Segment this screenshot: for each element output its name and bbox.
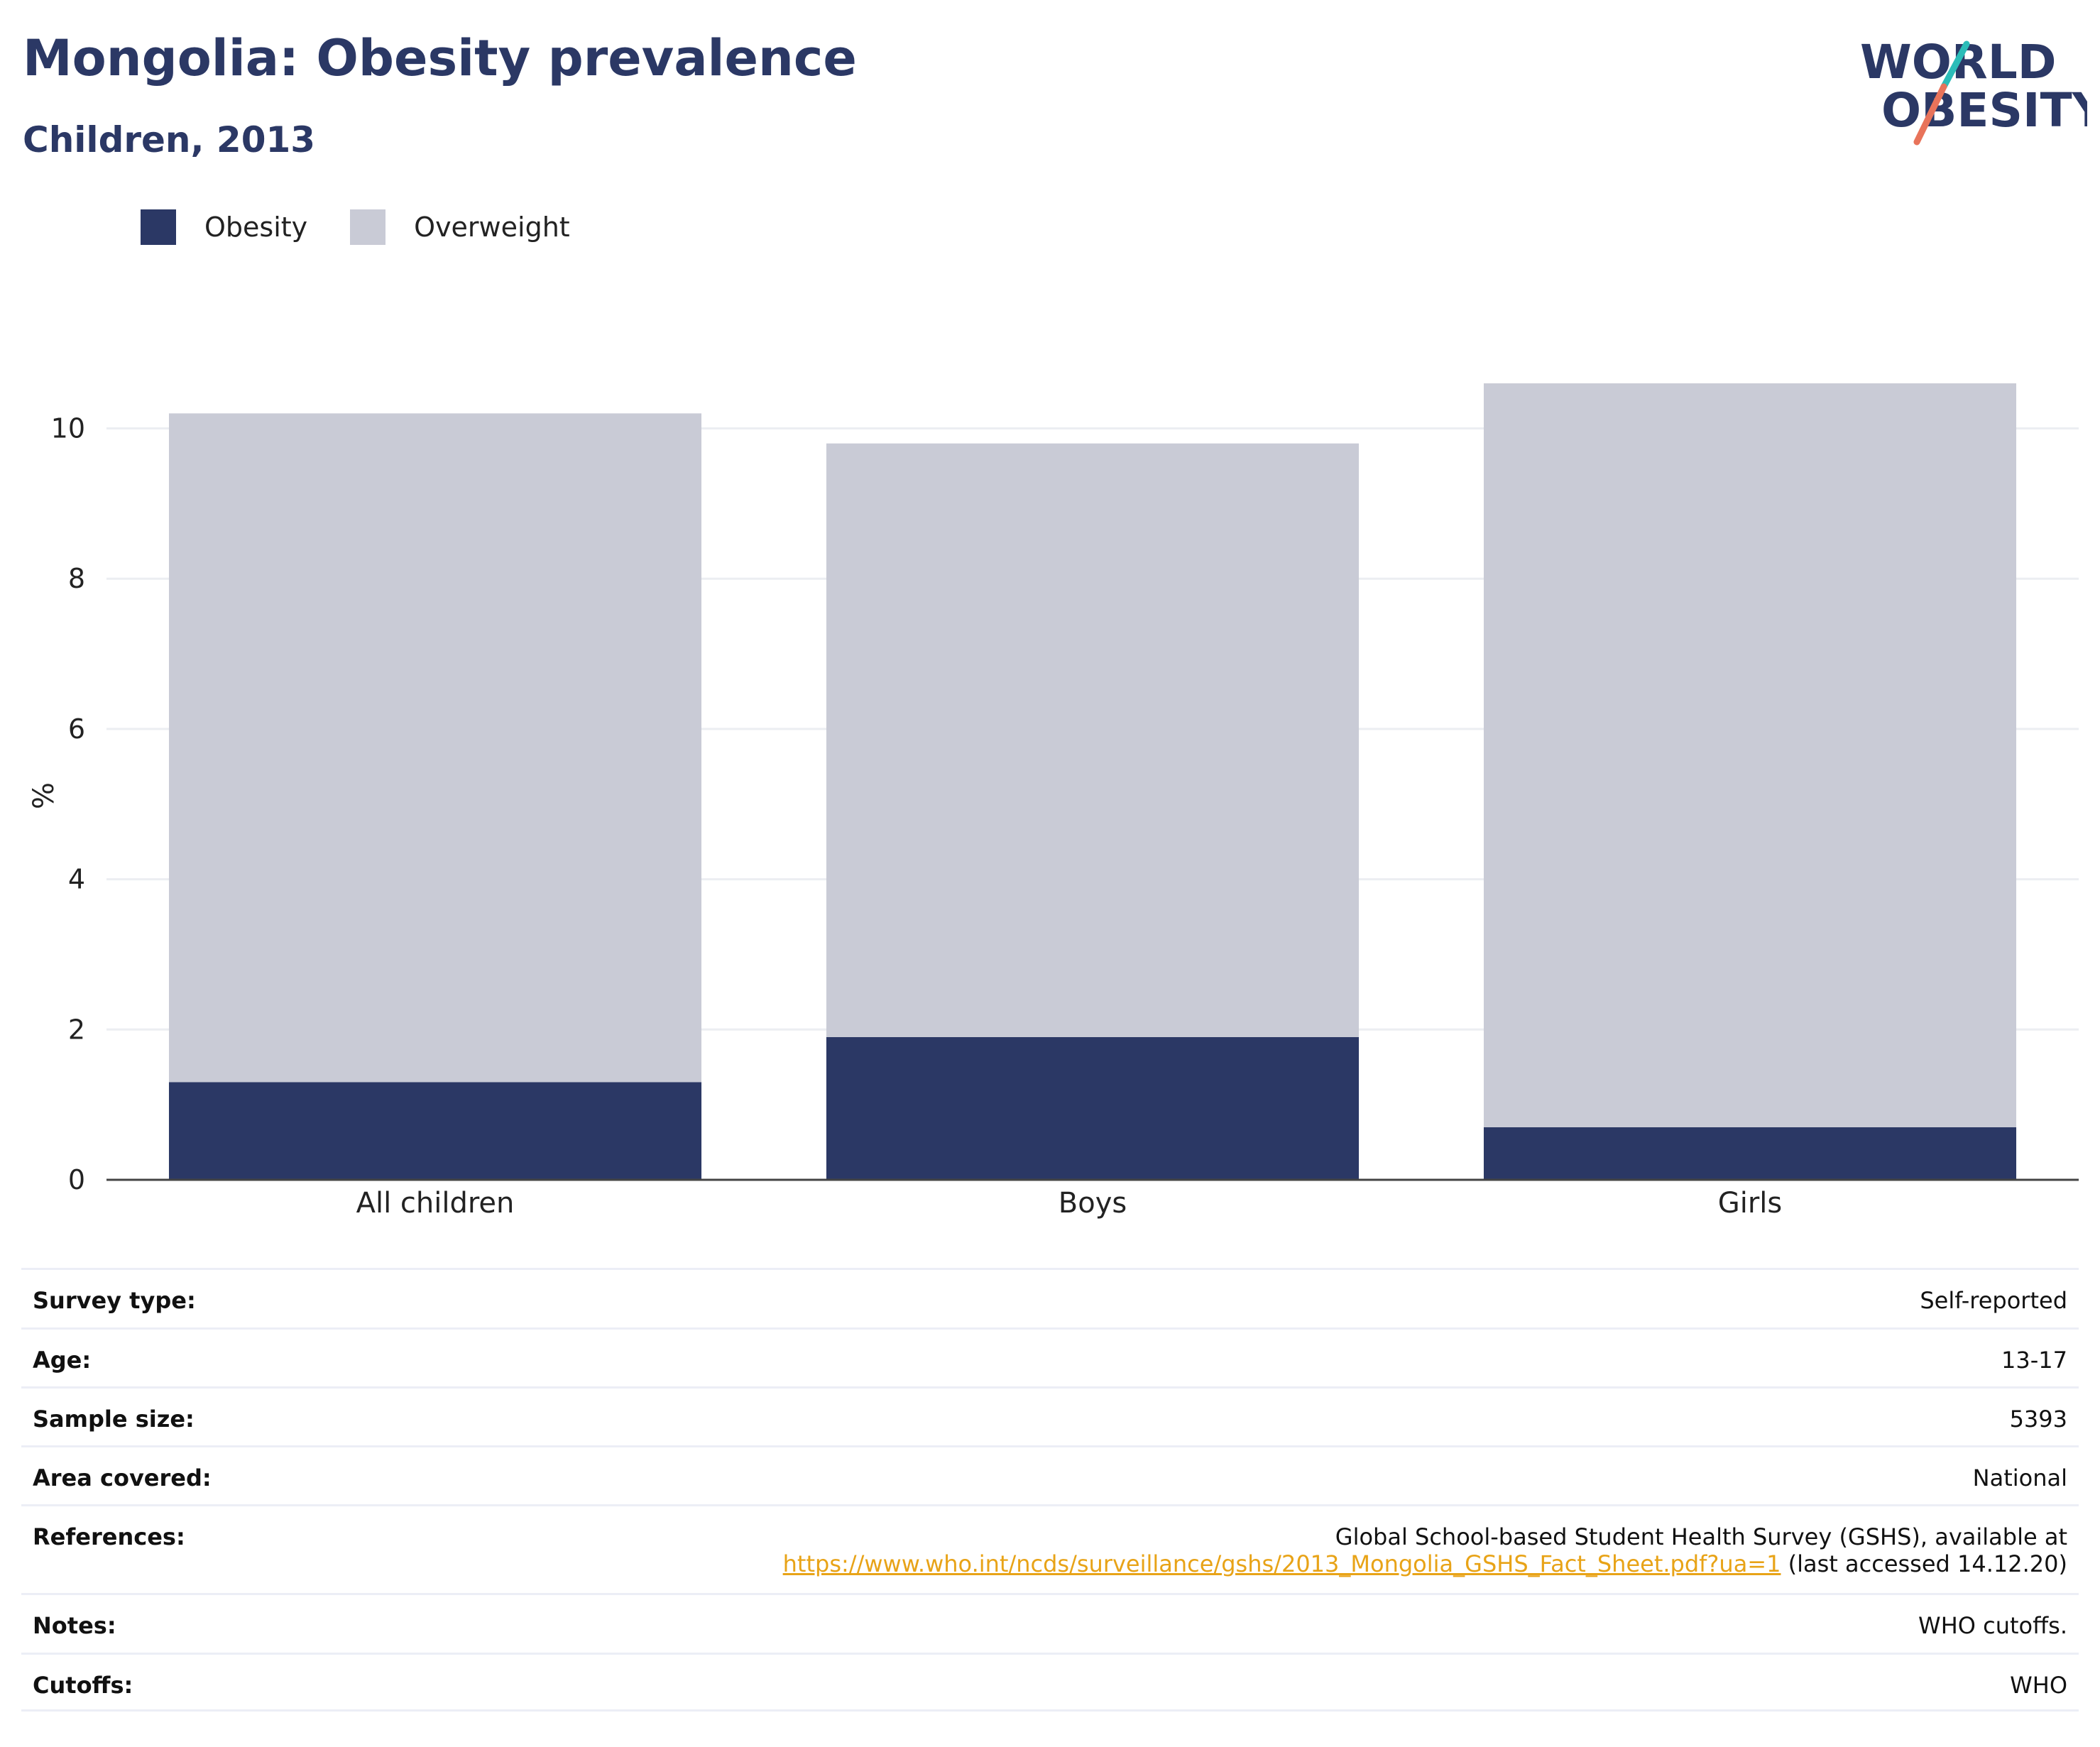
survey-info-table: Survey type: Self-reported Age: 13-17 Sa… bbox=[21, 1268, 2079, 1712]
info-row-notes: Notes: WHO cutoffs. bbox=[21, 1593, 2079, 1653]
logo-slash-teal bbox=[1940, 40, 1970, 90]
bar-overweight-all-children bbox=[168, 413, 702, 1083]
y-tick-label: 2 bbox=[68, 1014, 85, 1045]
bar-overweight-boys bbox=[826, 443, 1360, 1037]
info-value: Self-reported bbox=[1920, 1287, 2067, 1314]
info-label: Cutoffs: bbox=[33, 1672, 133, 1699]
info-value: WHO bbox=[2010, 1672, 2067, 1699]
info-value: 13-17 bbox=[2001, 1347, 2067, 1374]
y-axis-label: % bbox=[28, 782, 60, 809]
info-value: Global School-based Student Health Surve… bbox=[783, 1523, 2067, 1577]
info-label: Age: bbox=[33, 1347, 92, 1374]
bar-obesity-girls bbox=[1483, 1127, 2017, 1180]
legend-swatch-overweight bbox=[350, 209, 386, 245]
info-value: WHO cutoffs. bbox=[1918, 1612, 2067, 1639]
legend-label-obesity: Obesity bbox=[204, 212, 308, 243]
info-value: National bbox=[1972, 1464, 2067, 1491]
reference-suffix: (last accessed 14.12.20) bbox=[1788, 1550, 2067, 1577]
info-label: Notes: bbox=[33, 1612, 116, 1639]
bar-obesity-boys bbox=[826, 1036, 1360, 1180]
info-row-sample-size: Sample size: 5393 bbox=[21, 1386, 2079, 1445]
info-row-cutoffs: Cutoffs: WHO bbox=[21, 1653, 2079, 1712]
y-tick-label: 8 bbox=[68, 563, 85, 594]
page-subtitle: Children, 2013 bbox=[23, 119, 316, 160]
info-label: Sample size: bbox=[33, 1406, 195, 1433]
info-row-survey-type: Survey type: Self-reported bbox=[21, 1268, 2079, 1327]
bar-overweight-girls bbox=[1483, 383, 2017, 1127]
info-row-age: Age: 13-17 bbox=[21, 1327, 2079, 1386]
info-row-area-covered: Area covered: National bbox=[21, 1445, 2079, 1504]
legend-label-overweight: Overweight bbox=[414, 212, 570, 243]
y-tick-label: 10 bbox=[51, 413, 85, 444]
legend-item-obesity[interactable]: Obesity bbox=[141, 209, 307, 245]
bar-chart: 0 2 4 6 8 10% All children Boys Girls bbox=[28, 383, 2079, 1220]
x-tick-label: Girls bbox=[1718, 1187, 1783, 1220]
world-obesity-logo: WORLD OBESITY bbox=[1860, 35, 2087, 146]
info-label: References: bbox=[33, 1523, 185, 1550]
reference-text: Global School-based Student Health Surve… bbox=[1335, 1523, 2067, 1550]
x-tick-label: All children bbox=[356, 1187, 515, 1220]
info-value: 5393 bbox=[2009, 1406, 2067, 1433]
x-tick-label: Boys bbox=[1059, 1187, 1127, 1220]
logo-text-obesity: OBESITY bbox=[1881, 83, 2087, 138]
info-label: Survey type: bbox=[33, 1287, 196, 1314]
reference-link[interactable]: https://www.who.int/ncds/surveillance/gs… bbox=[782, 1550, 1781, 1577]
legend-swatch-obesity bbox=[141, 209, 176, 245]
legend-item-overweight[interactable]: Overweight bbox=[350, 209, 570, 245]
chart-legend: Obesity Overweight bbox=[141, 209, 613, 245]
bar-obesity-all-children bbox=[168, 1082, 702, 1180]
info-row-references: References: Global School-based Student … bbox=[21, 1504, 2079, 1593]
page-title: Mongolia: Obesity prevalence bbox=[23, 29, 857, 87]
y-tick-label: 6 bbox=[68, 713, 85, 745]
y-tick-label: 4 bbox=[68, 864, 85, 895]
logo-slash-coral bbox=[1913, 83, 1947, 146]
info-label: Area covered: bbox=[33, 1464, 212, 1491]
y-tick-label: 0 bbox=[68, 1164, 85, 1195]
